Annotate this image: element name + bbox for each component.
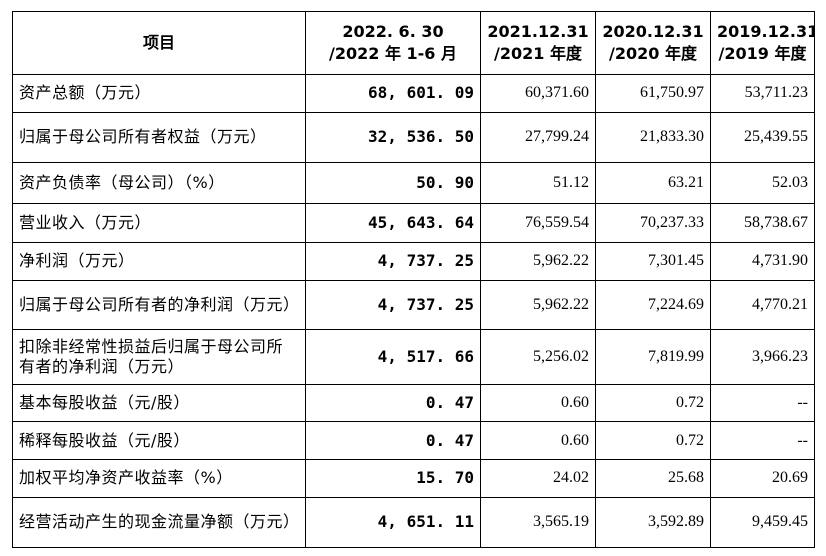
header-row: 项目 2022. 6. 30/2022 年 1-6 月 2021.12.31/2… (12, 11, 815, 75)
row-label: 归属于母公司所有者权益（万元） (12, 111, 306, 163)
cell-2019: -- (710, 421, 815, 461)
cell-2022: 4, 737. 25 (305, 241, 481, 282)
row-label: 归属于母公司所有者的净利润（万元） (12, 280, 306, 331)
cell-2022: 68, 601. 09 (305, 74, 481, 113)
row-label: 经营活动产生的现金流量净额（万元） (12, 496, 306, 549)
header-2020: 2020.12.31/2020 年度 (595, 11, 711, 75)
header-2022: 2022. 6. 30/2022 年 1-6 月 (305, 11, 481, 75)
cell-2022: 4, 517. 66 (305, 329, 481, 385)
row-label: 稀释每股收益（元/股） (12, 421, 306, 461)
cell-2022: 4, 651. 11 (305, 496, 481, 549)
table-row: 营业收入（万元） 45, 643. 64 76,559.54 70,237.33… (12, 202, 815, 243)
cell-2022: 50. 90 (305, 161, 481, 204)
table-row: 基本每股收益（元/股） 0. 47 0.60 0.72 -- (12, 383, 815, 423)
table-row: 稀释每股收益（元/股） 0. 47 0.60 0.72 -- (12, 421, 815, 461)
cell-2019: 52.03 (710, 161, 815, 204)
cell-2021: 5,256.02 (480, 329, 596, 385)
row-label: 加权平均净资产收益率（%） (12, 459, 306, 498)
header-2021: 2021.12.31/2021 年度 (480, 11, 596, 75)
row-label: 净利润（万元） (12, 241, 306, 282)
table-row: 净利润（万元） 4, 737. 25 5,962.22 7,301.45 4,7… (12, 241, 815, 282)
cell-2022: 32, 536. 50 (305, 111, 481, 163)
row-label: 扣除非经常性损益后归属于母公司所有者的净利润（万元） (12, 329, 306, 385)
cell-2019: 25,439.55 (710, 111, 815, 163)
cell-2021: 24.02 (480, 459, 596, 498)
row-label: 营业收入（万元） (12, 202, 306, 243)
table-row: 加权平均净资产收益率（%） 15. 70 24.02 25.68 20.69 (12, 459, 815, 498)
table-row: 经营活动产生的现金流量净额（万元） 4, 651. 11 3,565.19 3,… (12, 496, 815, 549)
cell-2019: 20.69 (710, 459, 815, 498)
cell-2020: 70,237.33 (595, 202, 711, 243)
cell-2019: 4,770.21 (710, 280, 815, 331)
cell-2020: 3,592.89 (595, 496, 711, 549)
cell-2021: 5,962.22 (480, 241, 596, 282)
row-label: 基本每股收益（元/股） (12, 383, 306, 423)
cell-2020: 7,301.45 (595, 241, 711, 282)
header-2019: 2019.12.31/2019 年度 (710, 11, 815, 75)
table-body: 资产总额（万元） 68, 601. 09 60,371.60 61,750.97… (12, 74, 815, 549)
table-row: 归属于母公司所有者的净利润（万元） 4, 737. 25 5,962.22 7,… (12, 280, 815, 331)
cell-2021: 0.60 (480, 421, 596, 461)
cell-2021: 3,565.19 (480, 496, 596, 549)
cell-2021: 27,799.24 (480, 111, 596, 163)
cell-2022: 0. 47 (305, 383, 481, 423)
table-header: 项目 2022. 6. 30/2022 年 1-6 月 2021.12.31/2… (12, 11, 815, 75)
cell-2019: 58,738.67 (710, 202, 815, 243)
cell-2022: 0. 47 (305, 421, 481, 461)
row-label: 资产总额（万元） (12, 74, 306, 113)
cell-2020: 0.72 (595, 421, 711, 461)
row-label: 资产负债率（母公司）（%） (12, 161, 306, 204)
cell-2019: 3,966.23 (710, 329, 815, 385)
cell-2019: -- (710, 383, 815, 423)
cell-2020: 25.68 (595, 459, 711, 498)
financial-table: 项目 2022. 6. 30/2022 年 1-6 月 2021.12.31/2… (12, 11, 815, 549)
cell-2020: 21,833.30 (595, 111, 711, 163)
cell-2021: 51.12 (480, 161, 596, 204)
cell-2021: 5,962.22 (480, 280, 596, 331)
cell-2020: 0.72 (595, 383, 711, 423)
cell-2021: 76,559.54 (480, 202, 596, 243)
cell-2022: 15. 70 (305, 459, 481, 498)
header-item: 项目 (12, 11, 306, 75)
cell-2020: 63.21 (595, 161, 711, 204)
table-row: 资产负债率（母公司）（%） 50. 90 51.12 63.21 52.03 (12, 161, 815, 204)
cell-2020: 7,819.99 (595, 329, 711, 385)
cell-2020: 61,750.97 (595, 74, 711, 113)
cell-2021: 60,371.60 (480, 74, 596, 113)
cell-2019: 53,711.23 (710, 74, 815, 113)
cell-2022: 45, 643. 64 (305, 202, 481, 243)
cell-2021: 0.60 (480, 383, 596, 423)
cell-2019: 9,459.45 (710, 496, 815, 549)
cell-2019: 4,731.90 (710, 241, 815, 282)
table-row: 资产总额（万元） 68, 601. 09 60,371.60 61,750.97… (12, 74, 815, 113)
cell-2022: 4, 737. 25 (305, 280, 481, 331)
table-row: 扣除非经常性损益后归属于母公司所有者的净利润（万元） 4, 517. 66 5,… (12, 329, 815, 385)
cell-2020: 7,224.69 (595, 280, 711, 331)
table-row: 归属于母公司所有者权益（万元） 32, 536. 50 27,799.24 21… (12, 111, 815, 163)
